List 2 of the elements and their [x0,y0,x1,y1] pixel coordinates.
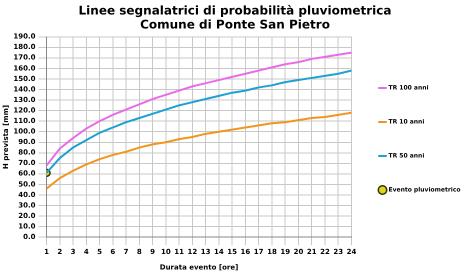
chart-title: Linee segnalatrici di probabilità pluviometrica [78,3,392,18]
chart-subtitle: Comune di Ponte San Pietro [140,18,330,32]
